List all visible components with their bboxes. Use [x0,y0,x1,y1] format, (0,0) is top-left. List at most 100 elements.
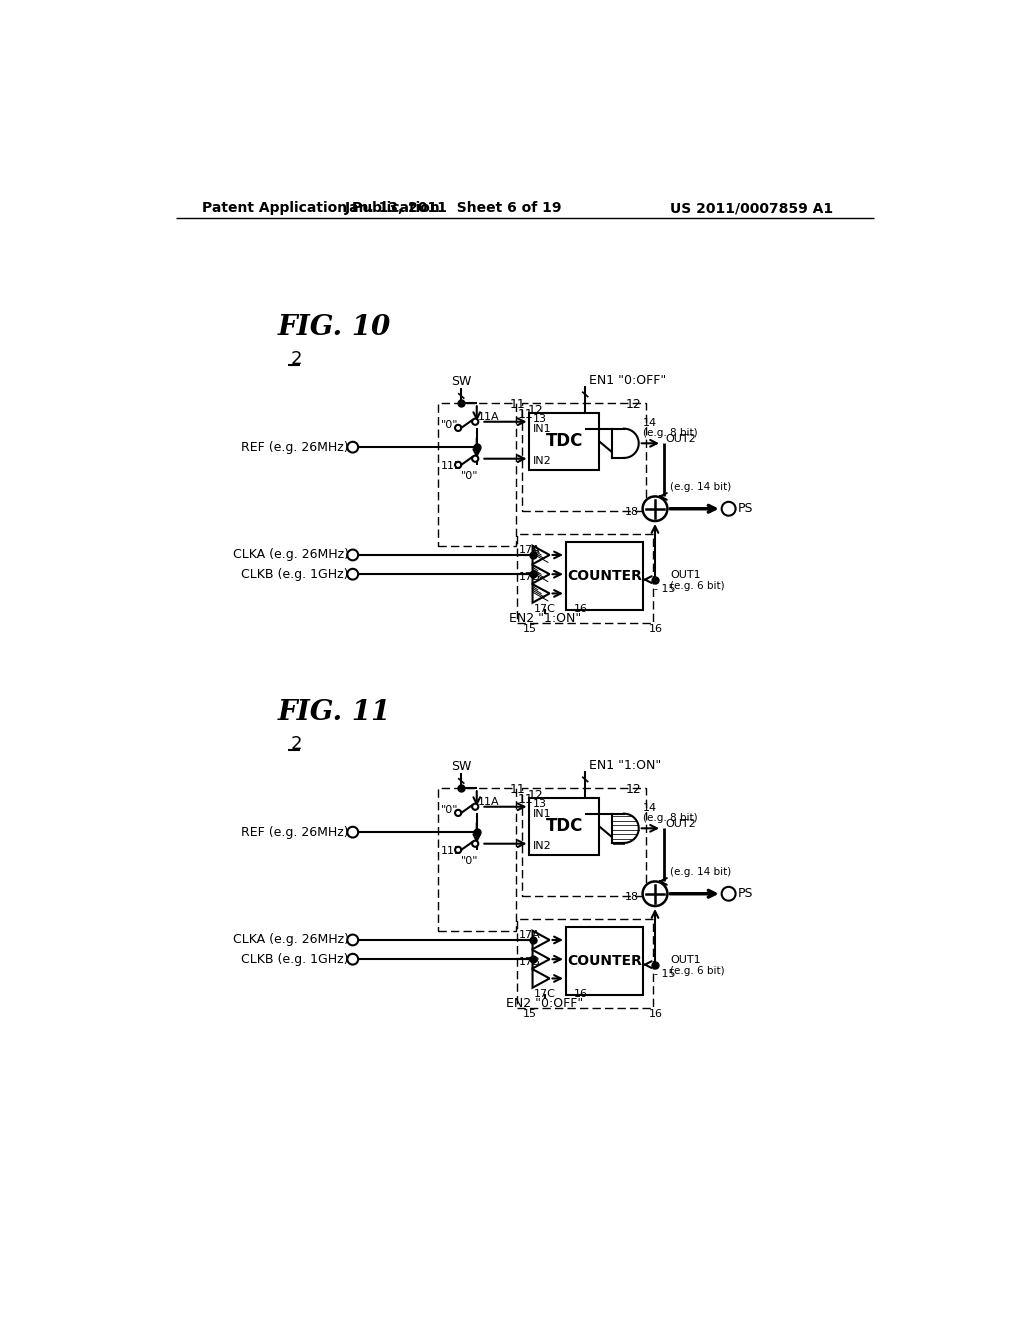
Text: CLKA (e.g. 26MHz): CLKA (e.g. 26MHz) [232,548,349,561]
Text: 2: 2 [291,735,302,752]
Text: 2: 2 [291,350,302,367]
Circle shape [455,847,461,853]
Text: 14: 14 [643,803,656,813]
Polygon shape [532,565,550,583]
Circle shape [455,462,461,469]
Text: COUNTER: COUNTER [567,954,642,968]
Bar [438,788,515,931]
Text: 12: 12 [626,399,642,412]
Text: 14: 14 [643,417,656,428]
Text: US 2011/0007859 A1: US 2011/0007859 A1 [671,202,834,215]
Text: 17A: 17A [518,545,541,554]
Circle shape [455,810,461,816]
Text: OUT2: OUT2 [666,820,696,829]
Circle shape [347,549,358,561]
Text: 11A: 11A [478,412,500,422]
Text: PS: PS [738,887,754,900]
Bar [529,797,599,855]
Text: 17C: 17C [535,989,556,999]
Text: IN1: IN1 [534,809,552,820]
Text: SW: SW [451,760,471,774]
Text: Jan. 13, 2011  Sheet 6 of 19: Jan. 13, 2011 Sheet 6 of 19 [345,202,562,215]
Text: 11B: 11B [441,462,463,471]
Circle shape [472,418,478,425]
Text: (e.g. 8 bit): (e.g. 8 bit) [643,813,697,824]
Bar [566,927,643,995]
Text: REF (e.g. 26MHz): REF (e.g. 26MHz) [242,441,349,454]
Text: 17A: 17A [518,929,541,940]
Text: (e.g. 14 bit): (e.g. 14 bit) [671,867,732,878]
Text: FIG. 11: FIG. 11 [278,700,391,726]
Circle shape [347,935,358,945]
Text: "0": "0" [441,805,459,814]
Text: 17C: 17C [535,603,556,614]
Bar [529,412,599,470]
Text: TDC: TDC [546,433,583,450]
Circle shape [472,841,478,847]
Polygon shape [532,931,550,949]
Text: CLKA (e.g. 26MHz): CLKA (e.g. 26MHz) [232,933,349,946]
Text: - 15: - 15 [654,583,676,594]
Text: "0": "0" [461,855,479,866]
Circle shape [472,455,478,462]
Text: 15: 15 [523,1008,538,1019]
Text: Patent Application Publication: Patent Application Publication [202,202,439,215]
Text: IN2: IN2 [534,455,552,466]
Text: 16: 16 [649,1008,663,1019]
Text: 11B: 11B [441,846,463,857]
Text: 11: 11 [518,793,534,807]
Text: COUNTER: COUNTER [567,569,642,582]
Circle shape [347,826,358,838]
Text: EN1 "0:OFF": EN1 "0:OFF" [589,374,667,387]
Bar [517,919,652,1007]
Polygon shape [532,969,550,987]
Circle shape [347,954,358,965]
Text: (e.g. 6 bit): (e.g. 6 bit) [671,581,725,591]
Text: 11: 11 [518,408,534,421]
Text: EN2 "1:ON": EN2 "1:ON" [509,612,581,626]
Text: REF (e.g. 26MHz): REF (e.g. 26MHz) [242,825,349,838]
Bar [521,788,646,896]
Text: TDC: TDC [546,817,583,836]
Text: - 15: - 15 [654,969,676,979]
Text: EN1 "1:ON": EN1 "1:ON" [589,759,662,772]
Text: 11: 11 [509,783,525,796]
Text: (e.g. 14 bit): (e.g. 14 bit) [671,482,732,492]
Text: 16: 16 [573,603,588,614]
Text: SW: SW [451,375,471,388]
Text: OUT1: OUT1 [671,954,701,965]
Text: FIG. 10: FIG. 10 [278,314,391,342]
Polygon shape [532,950,550,969]
Text: IN1: IN1 [534,425,552,434]
Circle shape [472,804,478,809]
Text: 18: 18 [625,892,639,902]
Circle shape [643,882,668,906]
Circle shape [722,502,735,516]
Circle shape [347,442,358,453]
Text: 16: 16 [573,989,588,999]
Text: "0": "0" [441,420,459,430]
Text: 11A: 11A [478,797,500,807]
Text: CLKB (e.g. 1GHz): CLKB (e.g. 1GHz) [242,568,349,581]
Text: 17B: 17B [518,572,541,582]
Bar [438,404,515,545]
Text: 13: 13 [534,413,547,424]
Polygon shape [532,545,550,564]
Text: 12: 12 [528,404,544,417]
Text: OUT2: OUT2 [666,434,696,445]
Text: 13: 13 [534,799,547,809]
Text: 12: 12 [626,783,642,796]
Text: 16: 16 [649,624,663,634]
Text: PS: PS [738,502,754,515]
Text: 11: 11 [509,399,525,412]
Text: IN2: IN2 [534,841,552,851]
Circle shape [643,496,668,521]
Text: 15: 15 [523,624,538,634]
Text: 18: 18 [625,507,639,517]
Polygon shape [532,585,550,603]
Text: OUT1: OUT1 [671,570,701,579]
Circle shape [722,887,735,900]
Text: (e.g. 8 bit): (e.g. 8 bit) [643,428,697,438]
Circle shape [347,569,358,579]
Text: "0": "0" [461,471,479,480]
